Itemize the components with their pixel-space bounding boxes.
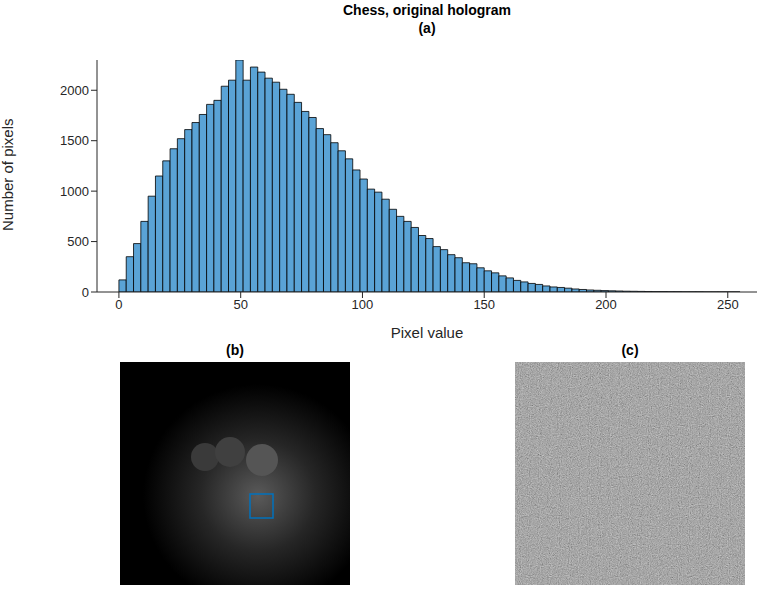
svg-text:50: 50 bbox=[233, 297, 247, 312]
html-text:(a): (a) bbox=[418, 20, 436, 36]
svg-text:250: 250 bbox=[717, 297, 739, 312]
svg-text:0: 0 bbox=[82, 285, 89, 300]
svg-text:1000: 1000 bbox=[60, 184, 89, 199]
svg-text:500: 500 bbox=[67, 234, 89, 249]
svg-text:200: 200 bbox=[595, 297, 617, 312]
svg-text:1500: 1500 bbox=[60, 133, 89, 148]
svg-text:Pixel value: Pixel value bbox=[391, 324, 464, 341]
svg-text:Number of pixels: Number of pixels bbox=[0, 118, 16, 231]
html-text:(b): (b) bbox=[226, 342, 244, 358]
html-text:(c): (c) bbox=[621, 342, 639, 358]
html-text:Chess, original hologram: Chess, original hologram bbox=[343, 2, 511, 18]
svg-text:0: 0 bbox=[115, 297, 122, 312]
svg-text:100: 100 bbox=[352, 297, 374, 312]
svg-text:150: 150 bbox=[473, 297, 495, 312]
svg-text:2000: 2000 bbox=[60, 83, 89, 98]
